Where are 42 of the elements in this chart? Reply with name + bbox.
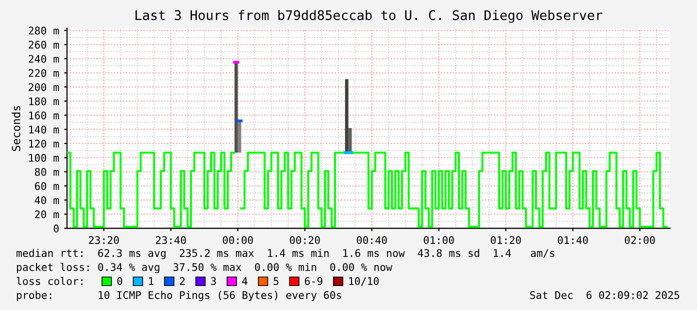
y-tick-label: 100 m: [29, 154, 59, 162]
y-tick-label: 280 m: [28, 26, 59, 35]
text: Sat Dec 6 02:09:02 2025: [530, 291, 680, 300]
legend-label: 5: [274, 277, 278, 286]
x-tick-label: 01:00: [424, 236, 454, 244]
bar: [345, 79, 348, 153]
legend-label: 0: [117, 277, 122, 286]
bar: [348, 128, 352, 153]
y-tick-label: 260 m: [28, 40, 59, 49]
text: packet loss: 0.34 % avg 37.50 % max 0.00 % min 0.00 % now: [16, 262, 392, 274]
y-tick-label: 0: [54, 224, 59, 232]
legend-label: 4: [242, 277, 248, 285]
bar: [234, 62, 238, 153]
y-tick-label: 200 m: [28, 83, 59, 92]
x-tick-label: 01:20: [490, 236, 521, 244]
y-tick-label: 120 m: [29, 140, 59, 148]
legend-label: 3: [211, 277, 216, 286]
x-tick-label: 00:40: [356, 236, 387, 244]
y-tick-label: 140 m: [29, 126, 59, 134]
y-tick-label: 240 m: [28, 54, 59, 63]
legend-label: 2: [180, 277, 185, 285]
x-tick-label: 00:20: [290, 236, 320, 244]
y-tick-label: 40 m: [34, 196, 59, 204]
y-tick-label: 220 m: [28, 69, 59, 77]
legend-label: 1: [149, 277, 154, 285]
y-tick-label: 80 m: [34, 168, 59, 176]
x-tick-label: 02:00: [624, 236, 655, 244]
x-tick-label: 23:20: [88, 236, 119, 244]
legend-label: 10/10: [349, 277, 379, 286]
x-tick-label: 01:40: [558, 236, 588, 244]
x-tick-label: 00:00: [222, 236, 253, 244]
y-tick-label: 20 m: [35, 210, 59, 218]
x-tick-label: 23:40: [156, 236, 186, 244]
y-axis-title: Seconds: [12, 106, 20, 151]
chart-title: Last 3 Hours from b79dd85eccab to U. C. San Diego Webserver: [136, 10, 602, 23]
y-tick-label: 180 m: [29, 97, 59, 106]
text: median rtt: 62.3 ms avg 235.2 ms max 1.4 ms min 1.6 ms now 43.8 ms sd 1.4 am/s: [16, 248, 554, 260]
y-tick-label: 60 m: [34, 182, 59, 190]
legend-title: loss color:: [16, 276, 82, 286]
y-tick-label: 160 m: [29, 111, 59, 120]
text: probe: 10 ICMP Echo Pings (56 Bytes) every 60s: [16, 290, 342, 302]
legend-label: 6-9: [304, 277, 322, 286]
